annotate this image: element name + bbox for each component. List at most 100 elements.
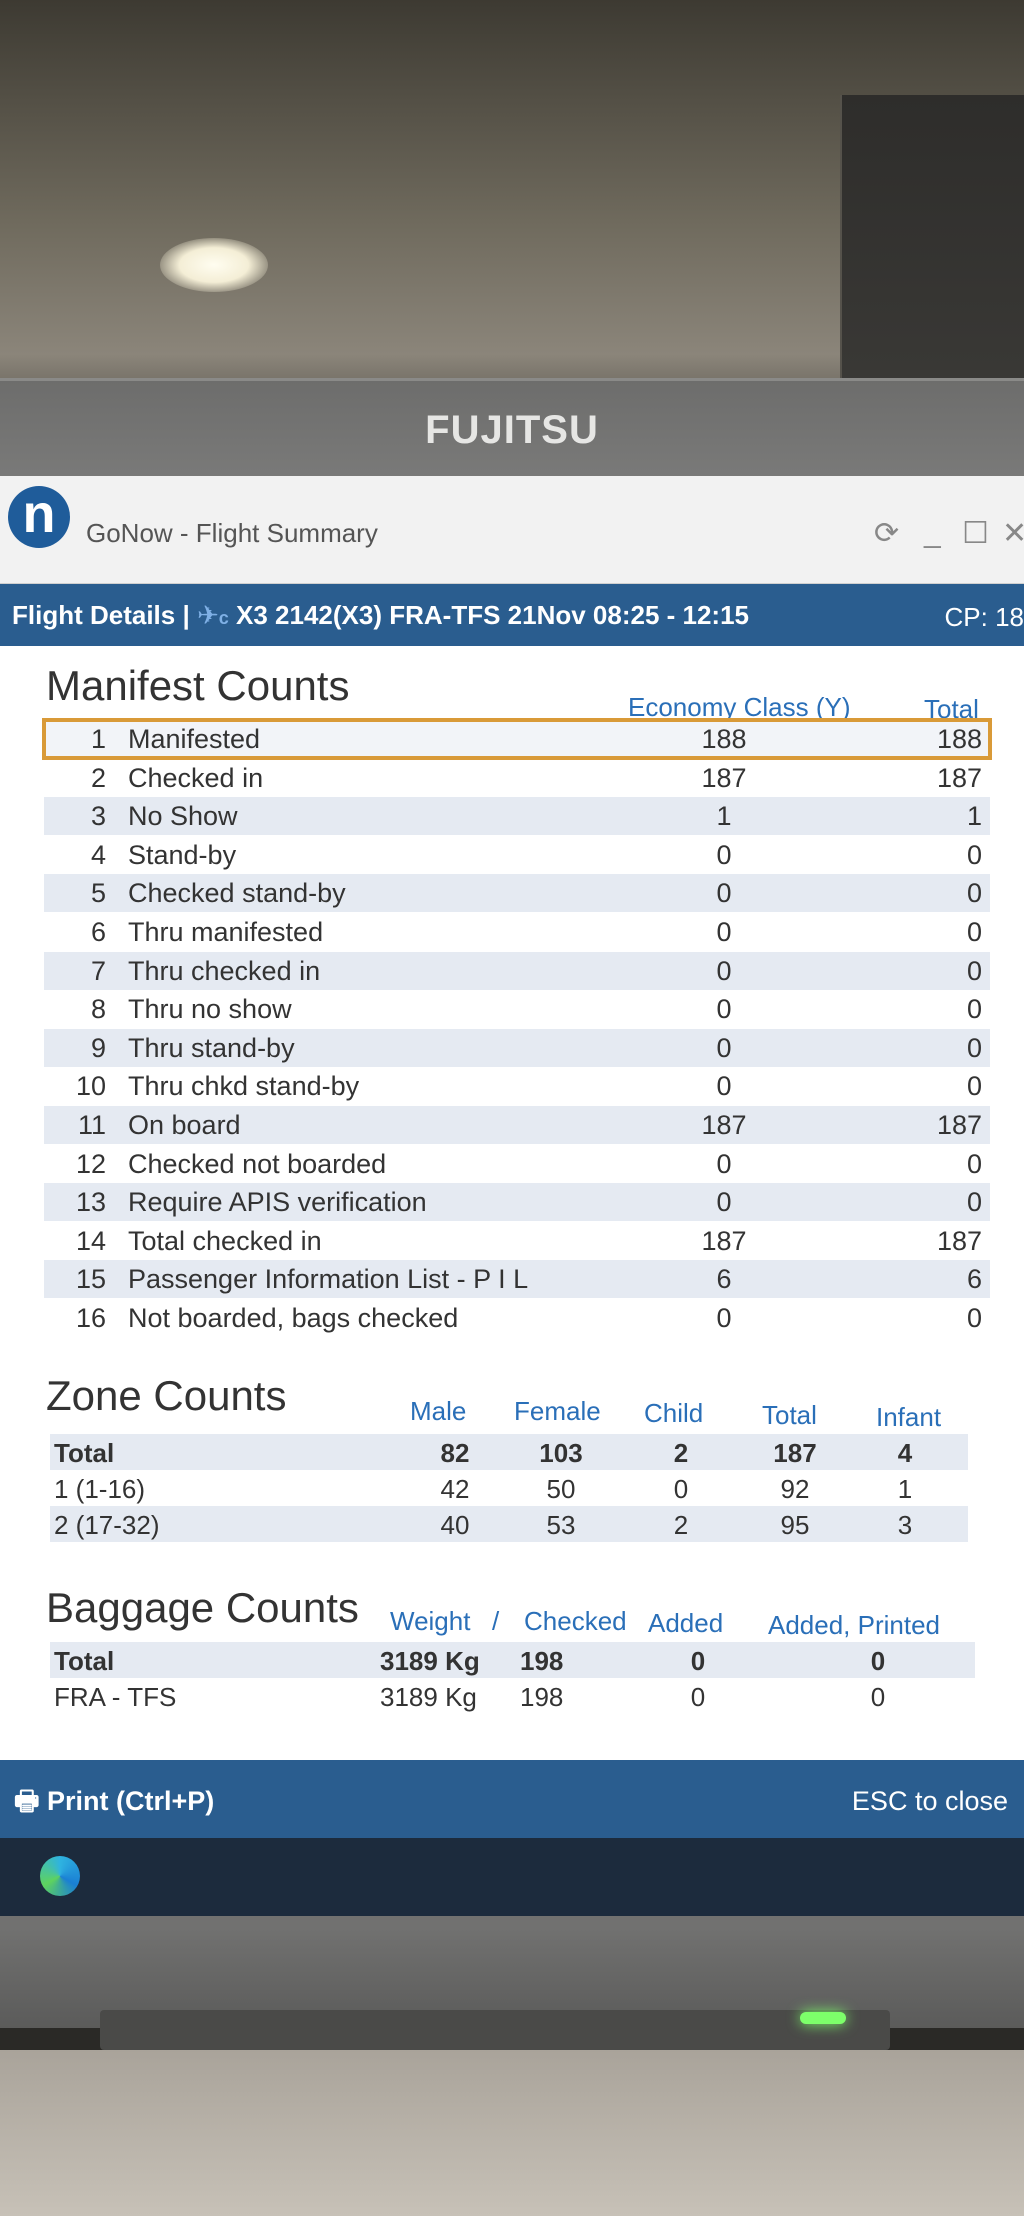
baggage-label: Total	[54, 1646, 115, 1676]
manifest-row[interactable]: 5 Checked stand-by 0 0	[44, 874, 990, 913]
manifest-row[interactable]: 15 Passenger Information List - P I L 6 6	[44, 1260, 990, 1299]
zone-male: 40	[440, 1510, 470, 1540]
ceiling-light	[160, 238, 268, 292]
manifest-economy: 0	[716, 1303, 732, 1333]
manifest-economy: 0	[716, 878, 732, 909]
manifest-row[interactable]: 16 Not boarded, bags checked 0 0	[44, 1299, 990, 1337]
manifest-row[interactable]: 8 Thru no show 0 0	[44, 990, 990, 1028]
manifest-economy: 0	[716, 994, 732, 1025]
manifest-economy: 0	[716, 1032, 732, 1063]
manifest-row[interactable]: 1 Manifested 188 188	[42, 718, 992, 760]
manifest-num: 9	[90, 1032, 106, 1063]
flight-info: X3 2142(X3) FRA-TFS 21Nov 08:25 - 12:15	[236, 600, 750, 630]
zone-female: 53	[546, 1510, 576, 1540]
flight-details-bar: Flight Details | ✈c X3 2142(X3) FRA-TFS …	[0, 584, 1024, 646]
manifest-total: 0	[966, 917, 982, 947]
manifest-num: 1	[90, 724, 106, 754]
manifest-label: Checked not boarded	[128, 1148, 387, 1179]
zone-label: Total	[54, 1438, 115, 1468]
baggage-added: 0	[690, 1682, 706, 1712]
taskbar	[0, 1838, 1024, 1916]
manifest-label: Checked in	[128, 762, 264, 793]
manifest-num: 5	[90, 878, 106, 909]
manifest-row[interactable]: 14 Total checked in 187 187	[44, 1222, 990, 1260]
zone-row[interactable]: Total 82 103 2 187 4	[50, 1434, 968, 1470]
manifest-label: Total checked in	[128, 1225, 322, 1256]
zone-female: 103	[539, 1438, 583, 1468]
col-male: Male	[410, 1396, 467, 1426]
manifest-num: 12	[75, 1148, 106, 1179]
window-title: GoNow - Flight Summary	[86, 518, 378, 548]
baggage-row[interactable]: Total 3189 Kg 198 0 0	[50, 1642, 975, 1678]
baggage-weight: 3189 Kg	[380, 1646, 480, 1676]
manifest-total: 1	[966, 801, 982, 832]
manifest-total: 0	[966, 839, 982, 870]
manifest-num: 6	[90, 917, 106, 947]
manifest-num: 10	[75, 1071, 106, 1102]
zone-male: 42	[440, 1474, 470, 1504]
manifest-row[interactable]: 4 Stand-by 0 0	[44, 836, 990, 874]
baggage-title: Baggage Counts	[46, 1584, 359, 1631]
manifest-row[interactable]: 6 Thru manifested 0 0	[44, 913, 990, 951]
manifest-num: 11	[77, 1110, 106, 1140]
manifest-row[interactable]: 3 No Show 1 1	[44, 797, 990, 836]
manifest-economy: 1	[716, 801, 732, 832]
manifest-total: 0	[966, 1303, 982, 1333]
maximize-icon[interactable]: ☐	[962, 517, 989, 550]
desk-surface	[0, 2050, 1024, 2216]
browser-icon[interactable]	[40, 1856, 80, 1896]
manifest-label: Thru chkd stand-by	[128, 1071, 360, 1102]
minimize-icon[interactable]: _	[924, 516, 941, 549]
manifest-row[interactable]: 2 Checked in 187 187	[44, 759, 990, 797]
baggage-added: 0	[690, 1646, 706, 1676]
manifest-row[interactable]: 13 Require APIS verification 0 0	[44, 1183, 990, 1222]
zone-infant: 1	[897, 1474, 913, 1504]
manifest-num: 16	[75, 1303, 106, 1333]
manifest-num: 14	[75, 1225, 106, 1256]
zone-child: 2	[673, 1510, 689, 1540]
zone-title: Zone Counts	[46, 1372, 287, 1419]
zone-row[interactable]: 1 (1-16) 42 50 0 92 1	[50, 1470, 968, 1506]
baggage-row[interactable]: FRA - TFS 3189 Kg 198 0 0	[50, 1678, 975, 1714]
zone-child: 0	[673, 1474, 689, 1504]
manifest-label: Checked stand-by	[128, 878, 346, 909]
manifest-total: 6	[966, 1264, 982, 1295]
zone-child: 2	[673, 1438, 689, 1468]
manifest-row[interactable]: 9 Thru stand-by 0 0	[44, 1028, 990, 1067]
manifest-economy: 0	[716, 1187, 732, 1218]
manifest-num: 7	[90, 955, 106, 986]
zone-total: 92	[780, 1474, 810, 1504]
manifest-label: Manifested	[128, 724, 261, 754]
manifest-total: 0	[966, 1032, 982, 1063]
zone-row[interactable]: 2 (17-32) 40 53 2 95 3	[50, 1506, 968, 1542]
manifest-row[interactable]: 10 Thru chkd stand-by 0 0	[44, 1067, 990, 1105]
manifest-economy: 0	[716, 1148, 732, 1179]
baggage-checked: 198	[520, 1682, 564, 1712]
manifest-total: 187	[936, 762, 982, 793]
monitor-brand: FUJITSU	[425, 408, 599, 452]
zone-total: 95	[780, 1510, 810, 1540]
manifest-economy: 187	[701, 1110, 747, 1140]
manifest-total: 187	[936, 1110, 982, 1140]
manifest-economy: 188	[701, 724, 747, 754]
close-icon[interactable]: ✕	[1002, 517, 1024, 550]
manifest-row[interactable]: 11 On board 187 187	[44, 1106, 990, 1144]
col-added-printed: Added, Printed	[768, 1610, 941, 1640]
col-weight: Weight	[390, 1606, 471, 1636]
esc-close-label[interactable]: ESC to close	[851, 1786, 1008, 1816]
print-button[interactable]: 🖶 Print (Ctrl+P)	[14, 1782, 214, 1828]
app-logo-icon: n	[8, 486, 70, 548]
refresh-icon[interactable]: ⟳	[874, 517, 900, 550]
title-bar: n GoNow - Flight Summary ⟳ _ ☐ ✕	[0, 476, 1024, 584]
manifest-num: 2	[90, 762, 106, 793]
manifest-row[interactable]: 12 Checked not boarded 0 0	[44, 1145, 990, 1183]
zone-female: 50	[546, 1474, 576, 1504]
manifest-label: Thru manifested	[128, 917, 324, 947]
manifest-economy: 187	[701, 762, 747, 793]
manifest-row[interactable]: 7 Thru checked in 0 0	[44, 951, 990, 990]
manifest-label: Passenger Information List - P I L	[128, 1264, 529, 1295]
zone-label: 2 (17-32)	[54, 1510, 160, 1540]
footer-bar: 🖶 Print (Ctrl+P) ESC to close	[0, 1760, 1024, 1838]
baggage-added-printed: 0	[870, 1646, 886, 1676]
manifest-num: 15	[75, 1264, 106, 1295]
